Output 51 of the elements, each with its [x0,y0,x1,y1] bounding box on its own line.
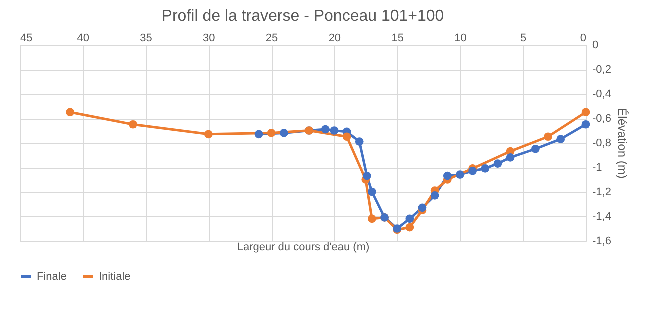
point [481,164,490,173]
point [556,135,566,144]
x-tick-label: 15 [392,32,404,44]
y-tick-label: -0,4 [592,88,612,100]
y-tick-label: -1,4 [592,211,612,223]
y-tick-label: -1 [592,162,602,174]
x-tick-label: 0 [580,32,586,44]
point [355,138,364,146]
point [532,144,540,154]
point [582,108,590,117]
point [418,204,427,212]
point [368,188,376,196]
x-tick-label: 40 [77,32,90,44]
point [494,160,502,168]
point [506,154,515,162]
x-tick-label: 20 [328,32,342,44]
point [362,172,372,180]
x-tick-label: 5 [520,32,527,44]
point [330,126,339,135]
point [368,214,376,224]
x-tick-label: 45 [20,32,33,44]
x-tick-label: 35 [140,32,152,44]
point [456,170,464,180]
y-tick-label: -0,6 [592,113,612,125]
point [582,120,590,129]
point [430,192,440,200]
point [204,130,213,139]
y-tick-label: -1,2 [592,186,612,198]
point [321,125,330,134]
y-tick-label: -0,2 [592,64,612,76]
point [544,132,552,142]
legend-label: Initiale [99,270,131,283]
point [406,223,414,232]
point [254,130,264,139]
point [342,132,352,142]
x-axis-title: Largeur du cours d'eau (m) [237,242,370,254]
chart-title: Profil de la traverse - Ponceau 101+100 [162,8,444,25]
point [129,120,138,129]
y-axis-title: Élévation (m) [615,108,630,179]
point [280,129,288,138]
x-tick-label: 30 [203,32,216,44]
point [468,167,477,176]
y-tick-label: -0,8 [592,138,612,150]
x-tick-label: 25 [266,32,278,44]
point [267,129,276,138]
point [443,172,452,180]
point [66,108,74,117]
legend-label: Finale [37,270,67,283]
x-tick-label: 10 [454,32,467,44]
point [406,214,414,224]
y-tick-label: -1,6 [592,236,612,248]
